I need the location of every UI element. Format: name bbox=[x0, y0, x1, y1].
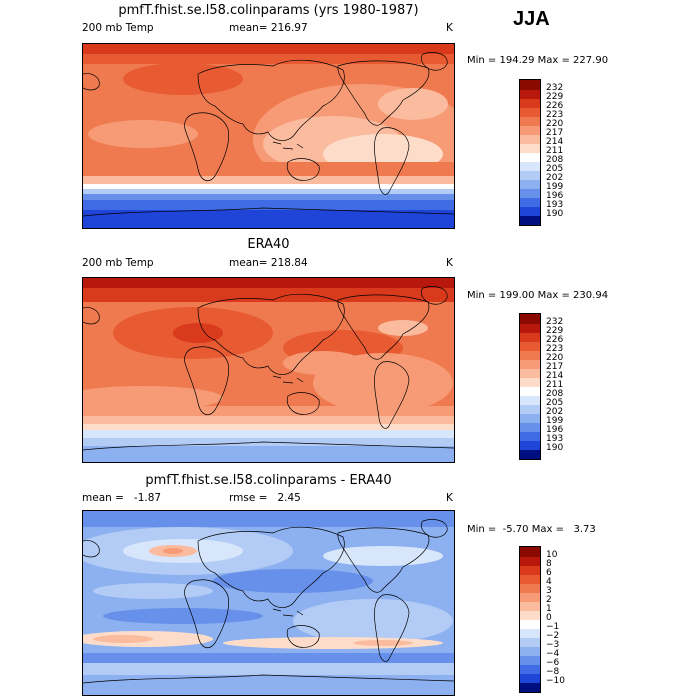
colorbar-tick-label: 6 bbox=[546, 568, 552, 578]
panel-2-variable-label: 200 mb Temp bbox=[82, 257, 154, 269]
panel-3-units-label: K bbox=[446, 492, 453, 504]
colorbar-tick-label: −10 bbox=[546, 676, 565, 686]
colorbar-tick-label: 196 bbox=[546, 191, 564, 201]
colorbar-tick-label: 223 bbox=[546, 344, 564, 354]
colorbar-tick-label: 196 bbox=[546, 425, 564, 435]
colorbar-tick-label: 226 bbox=[546, 101, 564, 111]
colorbar-tick-label: 202 bbox=[546, 173, 564, 183]
colorbar-tick-label: 214 bbox=[546, 137, 564, 147]
panel-3-map bbox=[82, 510, 455, 696]
colorbar-tick-label: 220 bbox=[546, 353, 564, 363]
colorbar-tick-label: 205 bbox=[546, 164, 564, 174]
colorbar-tick-label: 0 bbox=[546, 613, 552, 623]
colorbar-tick-label: 8 bbox=[546, 559, 552, 569]
colorbar-tick-label: 199 bbox=[546, 182, 564, 192]
panel-1-title: pmfT.fhist.se.l58.colinparams (yrs 1980-… bbox=[118, 3, 419, 18]
colorbar-tick-label: 226 bbox=[546, 335, 564, 345]
panel-1-colorbar-swatches bbox=[519, 79, 541, 226]
colorbar-tick-label: 193 bbox=[546, 434, 564, 444]
colorbar-tick-label: 232 bbox=[546, 83, 564, 93]
panel-1-map bbox=[82, 43, 455, 229]
colorbar-tick-label: −8 bbox=[546, 667, 560, 677]
colorbar-tick-label: 208 bbox=[546, 155, 564, 165]
colorbar-tick-label: −6 bbox=[546, 658, 560, 668]
panel-1-mean-label: mean= 216.97 bbox=[229, 22, 308, 34]
panel-2-units-label: K bbox=[446, 257, 453, 269]
colorbar-tick-label: 232 bbox=[546, 317, 564, 327]
colorbar-tick-label: 220 bbox=[546, 119, 564, 129]
colorbar-tick-label: 4 bbox=[546, 577, 552, 587]
colorbar-tick-label: 190 bbox=[546, 209, 564, 219]
colorbar-tick-label: 217 bbox=[546, 362, 564, 372]
panel-3-minmax: Min = -5.70 Max = 3.73 bbox=[467, 524, 596, 535]
panel-3-rmse-label: rmse = 2.45 bbox=[229, 492, 301, 504]
colorbar-tick-label: 229 bbox=[546, 92, 564, 102]
colorbar-tick-label: 211 bbox=[546, 380, 564, 390]
colorbar-tick-label: 229 bbox=[546, 326, 564, 336]
colorbar-tick-label: 223 bbox=[546, 110, 564, 120]
colorbar-tick-label: 190 bbox=[546, 443, 564, 453]
colorbar-tick-label: −1 bbox=[546, 622, 560, 632]
panel-2-mean-label: mean= 218.84 bbox=[229, 257, 308, 269]
colorbar-tick-label: 193 bbox=[546, 200, 564, 210]
panel-3-mean-label: mean = -1.87 bbox=[82, 492, 162, 504]
panel-3-colorbar-swatches bbox=[519, 546, 541, 693]
panel-1-variable-label: 200 mb Temp bbox=[82, 22, 154, 34]
colorbar-tick-label: 205 bbox=[546, 398, 564, 408]
colorbar-tick-label: −4 bbox=[546, 649, 560, 659]
panel-2-title: ERA40 bbox=[247, 237, 290, 252]
panel-1-units-label: K bbox=[446, 22, 453, 34]
colorbar-tick-label: 2 bbox=[546, 595, 552, 605]
colorbar-tick-label: 199 bbox=[546, 416, 564, 426]
colorbar-tick-label: 10 bbox=[546, 550, 558, 560]
colorbar-tick-label: 208 bbox=[546, 389, 564, 399]
panel-2-minmax: Min = 199.00 Max = 230.94 bbox=[467, 290, 609, 301]
colorbar-tick-label: −3 bbox=[546, 640, 560, 650]
panel-2-map bbox=[82, 277, 455, 463]
colorbar-tick-label: −2 bbox=[546, 631, 560, 641]
colorbar-tick-label: 202 bbox=[546, 407, 564, 417]
panel-3-title: pmfT.fhist.se.l58.colinparams - ERA40 bbox=[145, 473, 392, 488]
panel-1-minmax: Min = 194.29 Max = 227.90 bbox=[467, 55, 609, 66]
season-title: JJA bbox=[513, 8, 550, 30]
colorbar-tick-label: 3 bbox=[546, 586, 552, 596]
panel-2-colorbar-swatches bbox=[519, 313, 541, 460]
colorbar-tick-label: 214 bbox=[546, 371, 564, 381]
colorbar-tick-label: 211 bbox=[546, 146, 564, 156]
colorbar-tick-label: 217 bbox=[546, 128, 564, 138]
colorbar-tick-label: 1 bbox=[546, 604, 552, 614]
